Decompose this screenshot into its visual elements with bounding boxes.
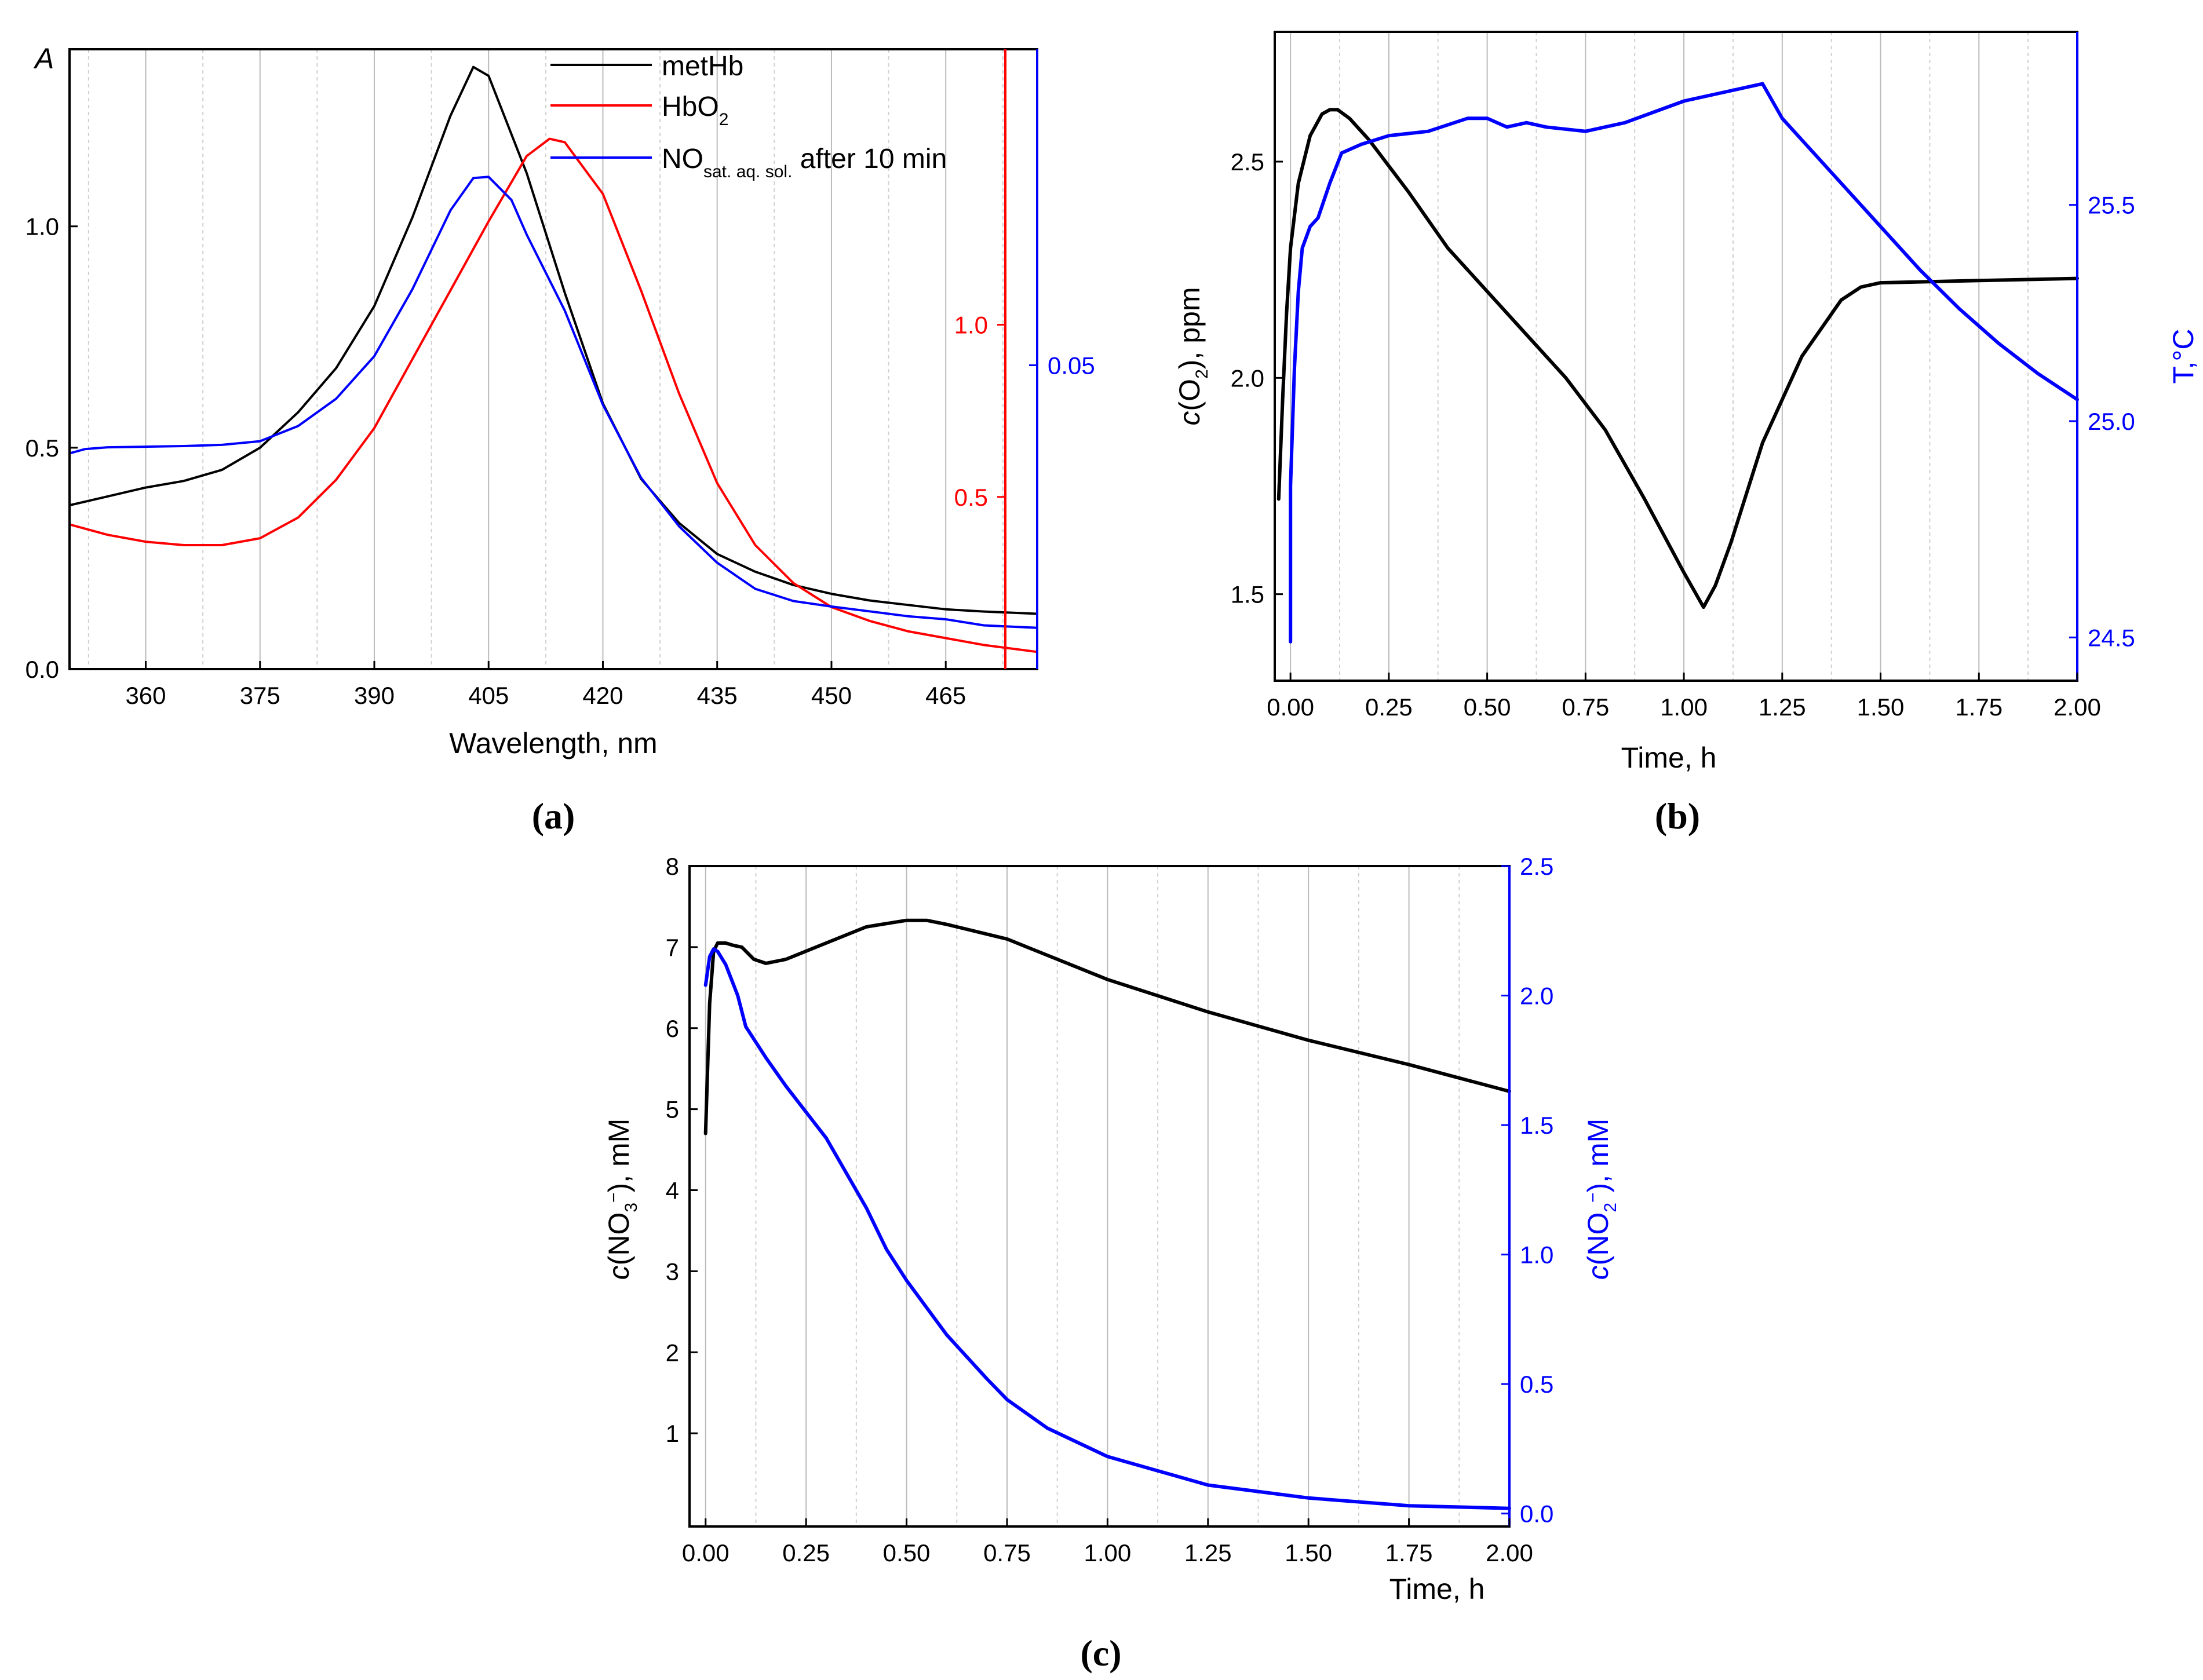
- panel-c-label: (c): [1080, 1632, 1121, 1674]
- x-tick-label: 1.00: [1660, 693, 1708, 721]
- series-line-no-sat-aq-sol-after-10-min: [68, 176, 1038, 629]
- y-tick-label: 2.0: [1231, 364, 1264, 392]
- y-tick-label: 0.0: [25, 656, 59, 683]
- panel-c-series: [703, 918, 1511, 1510]
- x-tick-label: 0.25: [782, 1539, 830, 1566]
- x-tick-label: 0.00: [682, 1539, 730, 1566]
- y2-tick-label: 24.5: [2088, 624, 2135, 651]
- panel-c-xlabel: Time, h: [1389, 1573, 1485, 1605]
- panel-c-y2label: c(NO2−), mM: [1582, 1119, 1620, 1280]
- series-line-c-no2-: [703, 947, 1511, 1510]
- panel-c-ylabel: c(NO3−), mM: [603, 1119, 641, 1280]
- y2-tick-label: 1.0: [1520, 1241, 1553, 1269]
- x-tick-label: 1.25: [1184, 1539, 1232, 1566]
- x-tick-label: 2.00: [1486, 1539, 1533, 1566]
- panel-a-frame: [68, 48, 1038, 670]
- x-tick-label: 390: [354, 682, 395, 709]
- y-tick-label: 1.5: [1231, 581, 1264, 608]
- x-tick-label: 0.75: [1562, 693, 1609, 721]
- y2-tick-label: 0.5: [954, 484, 988, 511]
- panel-c-frame: [688, 865, 1511, 1528]
- panel-b-frame: [1274, 31, 2078, 682]
- x-tick-label: 420: [582, 682, 623, 709]
- panel-b: 0.00 0.25 0.50 0.75 1.00 1.25 1.50 1.75 2.00 1.5 2…: [1173, 31, 2200, 837]
- series-line-c-no3-: [703, 918, 1511, 1135]
- panel-a-ylabel: A: [33, 42, 54, 75]
- x-tick-label: 1.25: [1759, 693, 1806, 721]
- panel-b-ylabel: c(O2), ppm: [1173, 287, 1212, 426]
- x-tick-label: 1.75: [1955, 693, 2003, 721]
- panel-b-y2label: T,°C: [2167, 329, 2200, 384]
- x-tick-label: 1.50: [1285, 1539, 1332, 1566]
- legend-no: NOsat. aq. sol. after 10 min: [662, 144, 947, 181]
- panel-c: 0.00 0.25 0.50 0.75 1.00 1.25 1.50 1.75 2.00 1 2 3 4…: [603, 853, 1620, 1674]
- y-tick-label: 3: [666, 1258, 679, 1285]
- y-tick-label: 2.5: [1231, 148, 1264, 176]
- panel-a-label: (a): [532, 795, 575, 837]
- series-line-methb: [68, 65, 1038, 615]
- x-tick-label: 0.00: [1267, 693, 1314, 721]
- x-tick-label: 0.25: [1365, 693, 1413, 721]
- x-tick-label: 2.00: [2054, 693, 2101, 721]
- panel-c-grid: [705, 866, 1510, 1526]
- panel-a-grid: [87, 49, 1004, 669]
- series-line-hbo2: [68, 137, 1038, 653]
- x-tick-label: 360: [125, 682, 166, 709]
- x-tick-label: 1.75: [1385, 1539, 1433, 1566]
- panel-a: 360 375 390 405 420 435 450 465 0.0 0.5 1.0 0.5 1.0 0…: [25, 42, 1095, 837]
- x-tick-label: 450: [811, 682, 852, 709]
- y2-tick-label: 1.0: [954, 312, 988, 339]
- y-tick-label: 0.5: [25, 434, 59, 462]
- x-tick-label: 1.00: [1084, 1539, 1131, 1566]
- panel-b-series: [1276, 82, 2079, 644]
- x-tick-label: 1.50: [1857, 693, 1905, 721]
- x-tick-label: 0.75: [983, 1539, 1031, 1566]
- y2-tick-label: 2.5: [1520, 853, 1553, 880]
- panel-a-ticks: 360 375 390 405 420 435 450 465 0.0 0.5 1.0 0.5 1.0 0…: [25, 213, 1095, 709]
- y2-tick-label: 0.5: [1520, 1371, 1553, 1398]
- panel-b-xlabel: Time, h: [1621, 742, 1717, 774]
- series-line-c-o2-: [1276, 108, 2079, 609]
- y2-tick-label: 1.5: [1520, 1112, 1553, 1139]
- legend-methb: metHb: [662, 51, 743, 82]
- panel-a-series: [68, 65, 1038, 653]
- x-tick-label: 0.50: [1464, 693, 1511, 721]
- panel-a-legend: metHb HbO2 NOsat. aq. sol. after 10 min: [550, 51, 947, 181]
- y2-tick-label: 25.0: [2088, 408, 2135, 435]
- y-tick-label: 1: [666, 1420, 679, 1447]
- y-tick-label: 6: [666, 1015, 679, 1042]
- y-tick-label: 8: [666, 853, 679, 880]
- y2-tick-label: 0.0: [1520, 1500, 1553, 1528]
- y2-tick-label: 0.05: [1048, 352, 1095, 379]
- x-tick-label: 465: [925, 682, 966, 709]
- y2-tick-label: 25.5: [2088, 192, 2135, 219]
- panel-a-xlabel: Wavelength, nm: [449, 727, 657, 759]
- panel-b-label: (b): [1655, 795, 1700, 837]
- panel-c-ticks: 0.00 0.25 0.50 0.75 1.00 1.25 1.50 1.75 2.00 1 2 3 4…: [666, 853, 1554, 1566]
- legend-hbo2: HbO2: [662, 92, 728, 129]
- x-tick-label: 405: [468, 682, 509, 709]
- y2-tick-label: 2.0: [1520, 983, 1553, 1010]
- x-tick-label: 375: [240, 682, 280, 709]
- x-tick-label: 0.50: [883, 1539, 931, 1566]
- panel-b-ticks: 0.00 0.25 0.50 0.75 1.00 1.25 1.50 1.75 2.00 1.5 2…: [1231, 148, 2135, 721]
- y-tick-label: 4: [666, 1177, 679, 1204]
- y-tick-label: 2: [666, 1339, 679, 1366]
- x-tick-label: 435: [697, 682, 738, 709]
- y-tick-label: 5: [666, 1096, 679, 1123]
- series-line-t: [1289, 82, 2079, 644]
- y-tick-label: 7: [666, 934, 679, 961]
- panel-b-grid: [1290, 32, 2078, 681]
- y-tick-label: 1.0: [25, 213, 59, 240]
